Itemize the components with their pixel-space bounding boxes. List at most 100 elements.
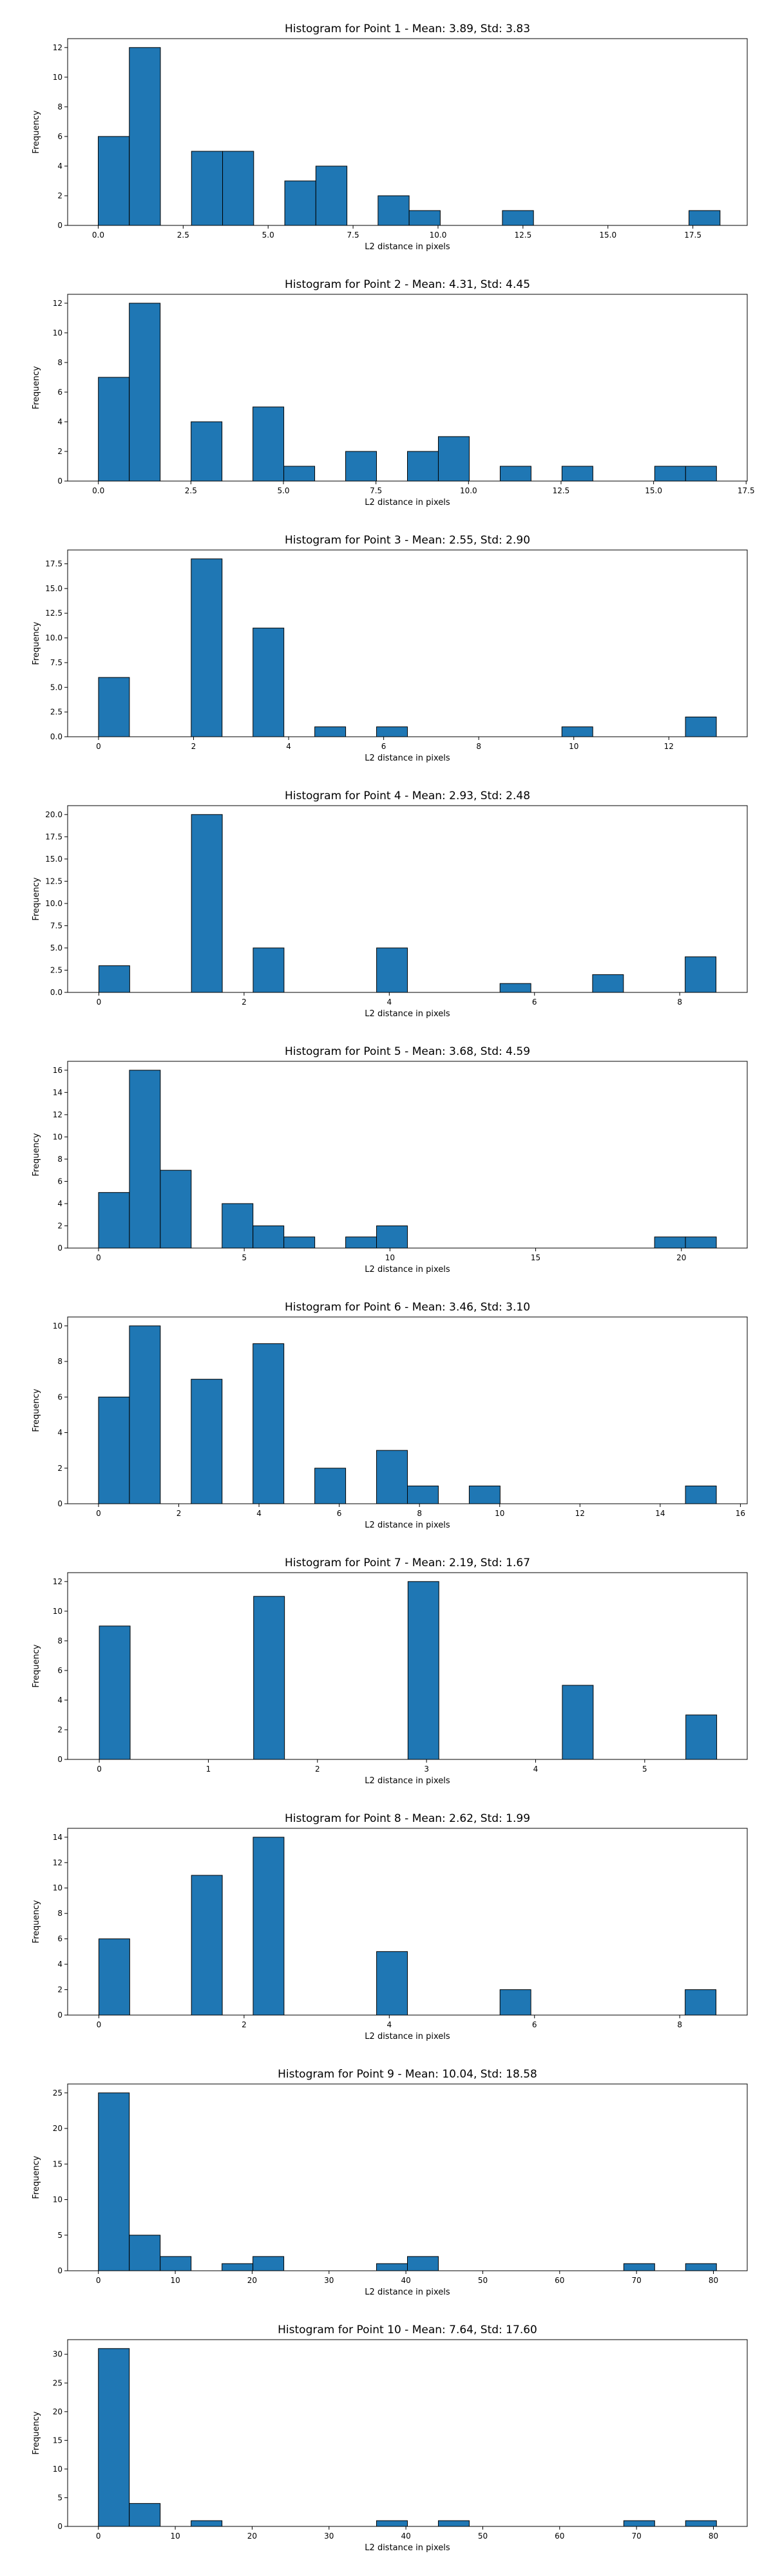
y-tick-label: 6 [57, 1666, 62, 1675]
histogram-panel-7: Histogram for Point 7 - Mean: 2.19, Std:… [32, 1557, 748, 1786]
x-tick-label: 5 [642, 1765, 647, 1774]
x-tick-label: 0 [96, 1253, 101, 1262]
histogram-bar [98, 677, 130, 737]
x-tick-label: 80 [709, 2276, 718, 2285]
histogram-bar [253, 947, 285, 993]
histogram-bar [191, 814, 223, 993]
x-axis-label: L2 distance in pixels [365, 1520, 450, 1530]
axes-frame [67, 1828, 748, 2016]
y-tick-label: 6 [57, 132, 62, 141]
x-tick-label: 16 [736, 1509, 745, 1518]
x-tick-label: 5.0 [277, 486, 289, 495]
y-tick-label: 17.5 [45, 559, 62, 568]
x-axis-label: L2 distance in pixels [365, 498, 450, 507]
y-tick-label: 10.0 [45, 634, 62, 643]
x-tick-label: 4 [387, 998, 392, 1007]
histogram-bar [160, 2256, 192, 2271]
x-tick-label: 5.0 [262, 231, 274, 240]
histogram-bar [191, 558, 223, 737]
histogram-bar [253, 406, 285, 482]
x-tick-label: 2 [315, 1765, 320, 1774]
y-tick-label: 17.5 [45, 832, 62, 841]
histogram-bar [502, 210, 534, 226]
y-tick-label: 5.0 [50, 683, 62, 692]
y-tick-label: 12 [53, 1858, 62, 1867]
axes-frame [67, 2339, 748, 2527]
y-tick-label: 0 [57, 2011, 62, 2020]
bars [97, 47, 721, 226]
chart-title: Histogram for Point 1 - Mean: 3.89, Std:… [285, 23, 530, 35]
y-axis-label: Frequency [32, 877, 41, 920]
y-tick-label: 12.5 [45, 609, 62, 618]
y-axis-label: Frequency [32, 110, 41, 153]
y-tick-label: 0 [57, 221, 62, 230]
x-tick-label: 30 [324, 2276, 334, 2285]
y-tick-label: 15 [53, 2159, 62, 2168]
x-axis-label: L2 distance in pixels [365, 2287, 450, 2297]
y-tick-label: 14 [53, 1833, 62, 1842]
x-tick-label: 40 [401, 2532, 410, 2541]
axes-frame [67, 38, 748, 226]
histogram-bar [407, 2256, 439, 2271]
histogram-bar [98, 1192, 130, 1249]
x-tick-label: 4 [533, 1765, 539, 1774]
x-tick-label: 0 [96, 1509, 101, 1518]
y-tick-label: 10.0 [45, 899, 62, 908]
chart-title: Histogram for Point 10 - Mean: 7.64, Std… [278, 2324, 537, 2336]
y-tick-label: 20 [53, 2124, 62, 2133]
histogram-bar [222, 151, 254, 226]
bars [98, 303, 717, 482]
histogram-panel-4: Histogram for Point 4 - Mean: 2.93, Std:… [32, 790, 748, 1019]
x-tick-label: 2 [242, 2020, 247, 2029]
y-tick-label: 10 [53, 2195, 62, 2204]
bars [98, 1070, 717, 1249]
y-tick-label: 8 [57, 358, 62, 367]
x-tick-label: 10 [569, 742, 578, 751]
histogram-bar [129, 1325, 161, 1504]
x-axis-label: L2 distance in pixels [365, 242, 450, 252]
axes-frame [67, 294, 748, 482]
axes-frame [67, 1316, 748, 1504]
histogram-bar [437, 436, 470, 482]
histogram-bar [592, 974, 624, 993]
y-tick-label: 8 [57, 1636, 62, 1645]
axes-frame [67, 1061, 748, 1249]
y-tick-label: 20 [53, 2407, 62, 2416]
histogram-bar [253, 1837, 285, 2016]
histogram-bar [376, 726, 408, 737]
y-tick-label: 5 [57, 2231, 62, 2240]
histogram-bar [345, 1236, 377, 1249]
y-tick-label: 4 [57, 1960, 62, 1969]
x-tick-label: 10 [170, 2276, 180, 2285]
histogram-bar [499, 466, 531, 482]
histogram-bar [98, 1396, 130, 1504]
histogram-bar [561, 466, 593, 482]
bars [98, 2348, 717, 2527]
x-tick-label: 12.5 [553, 486, 570, 495]
histogram-bar [222, 1203, 254, 1249]
x-tick-label: 5 [242, 1253, 247, 1262]
x-tick-label: 60 [555, 2532, 564, 2541]
x-tick-label: 0 [96, 742, 101, 751]
axes-frame [67, 805, 748, 993]
x-axis-label: L2 distance in pixels [365, 1009, 450, 1019]
y-tick-label: 8 [57, 1155, 62, 1164]
x-tick-label: 80 [709, 2532, 718, 2541]
histogram-panel-3: Histogram for Point 3 - Mean: 2.55, Std:… [32, 534, 748, 763]
x-tick-label: 40 [401, 2276, 410, 2285]
y-tick-label: 5.0 [50, 943, 62, 952]
y-tick-label: 2.5 [50, 965, 62, 974]
chart-title: Histogram for Point 2 - Mean: 4.31, Std:… [285, 278, 530, 291]
axes-frame [67, 549, 748, 737]
histogram-bar [129, 2503, 161, 2527]
x-tick-label: 20 [676, 1253, 686, 1262]
histogram-bar [685, 716, 717, 737]
y-tick-label: 12.5 [45, 876, 62, 886]
x-tick-label: 70 [632, 2276, 642, 2285]
histogram-bar [376, 2263, 408, 2271]
chart-title: Histogram for Point 8 - Mean: 2.62, Std:… [285, 1812, 530, 1825]
y-axis-label: Frequency [32, 2155, 41, 2199]
y-axis-label: Frequency [32, 2411, 41, 2454]
chart-title: Histogram for Point 9 - Mean: 10.04, Std… [278, 2068, 537, 2081]
